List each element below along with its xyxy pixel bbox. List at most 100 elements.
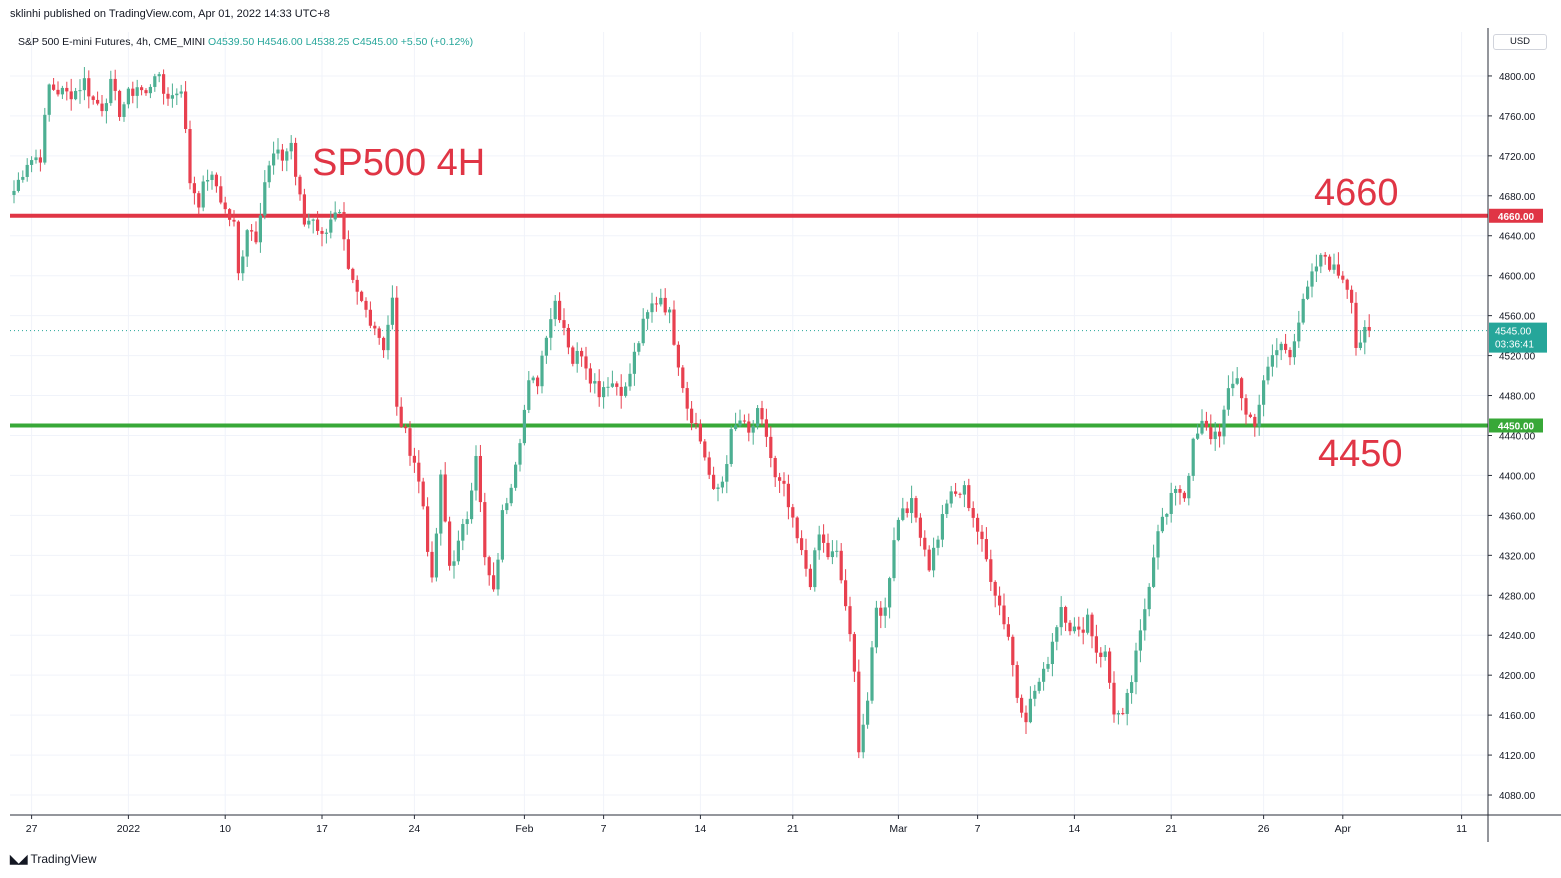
candle-body [962, 485, 966, 495]
candle-body [1152, 557, 1156, 587]
legend-open: O4539.50 [208, 36, 255, 48]
candle-body [720, 481, 724, 488]
candle-body [1248, 414, 1252, 417]
candle-body [412, 455, 416, 463]
candle-body [1068, 622, 1072, 632]
price-tick-label: 4160.00 [1499, 711, 1536, 722]
candle-body [936, 539, 940, 548]
candle-body [355, 279, 359, 292]
candle-body [1301, 298, 1305, 323]
candle-body [615, 383, 619, 387]
candle-body [989, 559, 993, 582]
level-axis-label: 4660.00 [1498, 212, 1535, 223]
candle-body [1011, 636, 1015, 666]
candle-body [769, 436, 773, 458]
candle-body [879, 607, 883, 616]
candle-body [302, 194, 306, 225]
candle-body [1103, 651, 1107, 657]
candle-body [584, 356, 588, 369]
candle-body [470, 490, 474, 520]
candle-body [1178, 488, 1182, 493]
candle-body [597, 381, 601, 398]
candle-body [500, 510, 504, 560]
candle-body [1319, 254, 1323, 267]
axis-layer: 4080.00 4120.00 4160.00 4200.00 4240.00 4280.… [10, 28, 1561, 842]
candle-body [60, 87, 64, 95]
candle-body [1314, 266, 1318, 272]
candle-body [377, 328, 381, 338]
candle-body [1222, 409, 1226, 437]
time-tick-label: 21 [787, 823, 799, 835]
legend-change: +5.50 (+0.12%) [400, 36, 474, 48]
candle-body [228, 209, 232, 220]
candle-body [764, 419, 768, 437]
candle-body [791, 507, 795, 518]
candle-body [593, 381, 597, 384]
candle-body [1257, 404, 1261, 427]
candle-body [571, 347, 575, 364]
candle-body [395, 297, 399, 407]
candle-body [346, 239, 350, 269]
level-axis-badge [1489, 208, 1543, 223]
candle-body [179, 91, 183, 94]
candle-body [1015, 665, 1019, 698]
candle-body [848, 606, 852, 635]
candle-body [87, 78, 91, 97]
candle-body [122, 104, 126, 117]
candle-body [663, 297, 667, 313]
candle-body [285, 151, 289, 161]
currency-selector[interactable]: USD [1493, 34, 1547, 50]
candle-body [1191, 438, 1195, 476]
candle-body [984, 539, 988, 560]
candle-body [659, 297, 663, 305]
last-price-countdown: 03:36:41 [1495, 340, 1534, 351]
time-tick-label: 27 [26, 823, 38, 835]
candle-body [439, 474, 443, 534]
resistance-level-label: 4660 [1314, 172, 1399, 214]
footer-brand[interactable]: ◣◢ TradingView [10, 852, 97, 866]
candle-body [456, 540, 460, 562]
price-tick-label: 4080.00 [1499, 791, 1536, 802]
candle-body [452, 561, 456, 566]
candle-body [923, 537, 927, 550]
candle-body [1130, 682, 1134, 693]
candle-body [544, 337, 548, 356]
candle-body [280, 149, 284, 161]
candle-body [998, 595, 1002, 606]
candle-body [676, 344, 680, 368]
candle-body [874, 607, 878, 648]
time-tick-label: Apr [1335, 823, 1352, 835]
candle-body [751, 426, 755, 433]
candle-body [1354, 302, 1358, 348]
candle-body [289, 142, 293, 152]
time-tick-label: Feb [515, 823, 533, 835]
symbol-legend: S&P 500 E-mini Futures, 4h, CME_MINI O45… [18, 36, 473, 48]
candle-body [118, 90, 122, 117]
candle-body [852, 634, 856, 672]
price-tick-label: 4480.00 [1499, 392, 1536, 403]
candle-body [1121, 713, 1125, 715]
candle-body [390, 297, 394, 325]
candle-body [197, 193, 201, 208]
candle-body [223, 202, 227, 210]
time-tick-label: 24 [409, 823, 421, 835]
candle-body [795, 517, 799, 539]
candle-body [804, 550, 808, 569]
candle-body [144, 90, 148, 94]
candle-body [910, 498, 914, 514]
price-tick-label: 4200.00 [1499, 671, 1536, 682]
candle-body [514, 464, 518, 488]
candle-body [527, 380, 531, 410]
candle-body [606, 386, 610, 388]
legend-close: C4545.00 [352, 36, 398, 48]
candle-body [1231, 383, 1235, 389]
candle-body [505, 503, 509, 511]
candle-body [844, 580, 848, 607]
price-tick-label: 4600.00 [1499, 272, 1536, 283]
time-tick-label: 14 [695, 823, 707, 835]
candle-body [21, 176, 25, 180]
candle-body [536, 377, 540, 387]
candle-body [632, 351, 636, 374]
